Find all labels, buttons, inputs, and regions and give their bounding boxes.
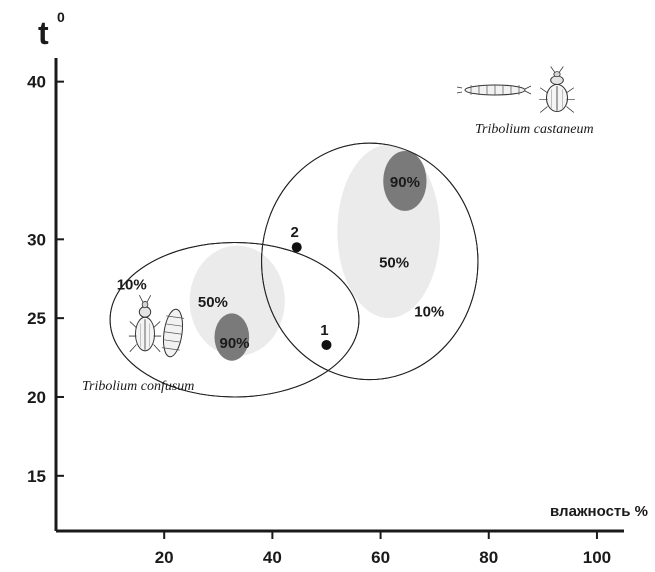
zones-layer: 10% 50% 90% 10% 50% 90% — [109, 142, 479, 398]
x-tick-label: 100 — [583, 548, 611, 567]
castaneum-beetle-icon — [538, 66, 576, 113]
y-tick-label: 40 — [27, 73, 46, 92]
point-label: 2 — [291, 224, 299, 241]
y-tick-label: 15 — [27, 467, 46, 486]
x-tick-label: 20 — [155, 548, 174, 567]
x-axis-label: влажность % — [550, 503, 648, 520]
zone-outline — [261, 142, 479, 381]
points-layer: 12 — [291, 224, 332, 350]
species-zones-1 — [261, 142, 479, 381]
y-axis-label: t — [38, 15, 49, 51]
x-tick-label: 40 — [263, 548, 282, 567]
species-zones-0 — [109, 241, 360, 398]
zone-label: 10% — [414, 303, 444, 320]
zone-label: 90% — [390, 174, 420, 191]
x-tick-label: 60 — [371, 548, 390, 567]
zone-label: 90% — [219, 335, 249, 352]
y-tick-label: 25 — [27, 309, 46, 328]
confusum-larva-icon — [161, 308, 185, 358]
y-axis-label-superscript: 0 — [57, 9, 65, 25]
zone-outline — [109, 241, 360, 398]
zone-label: 50% — [379, 254, 409, 271]
zone-label: 10% — [117, 276, 147, 293]
zone-label: 50% — [198, 294, 228, 311]
castaneum-larva-icon — [456, 84, 532, 96]
zone-ellipse — [189, 245, 285, 356]
species-label-castaneum: Tribolium castaneum — [475, 122, 594, 137]
tribolium-confusum-illustration — [128, 294, 185, 358]
y-tick-label: 20 — [27, 388, 46, 407]
point-marker — [321, 339, 332, 350]
confusum-beetle-icon — [128, 294, 162, 353]
ticks-layer: 20 40 60 80 100 15 20 25 30 40 — [27, 73, 611, 567]
x-tick-label: 80 — [479, 548, 498, 567]
y-tick-label: 30 — [27, 230, 46, 249]
species-label-confusum: Tribolium confusum — [82, 379, 194, 394]
zone-ellipse — [214, 313, 250, 361]
zone-ellipse — [383, 151, 427, 211]
point-marker — [291, 242, 302, 253]
point-label: 1 — [320, 322, 328, 339]
tribolium-castaneum-illustration — [456, 66, 576, 113]
